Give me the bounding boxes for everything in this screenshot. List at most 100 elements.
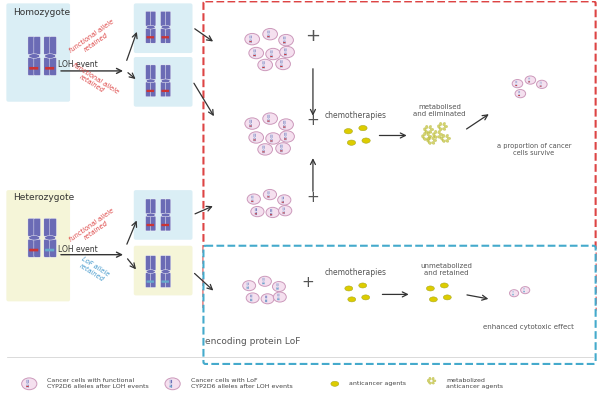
FancyBboxPatch shape <box>540 81 541 84</box>
Text: Cancer cells with LoF
CYP2D6 alleles after LOH events: Cancer cells with LoF CYP2D6 alleles aft… <box>191 378 292 389</box>
FancyBboxPatch shape <box>28 380 29 383</box>
FancyBboxPatch shape <box>267 119 269 122</box>
FancyBboxPatch shape <box>271 54 273 58</box>
FancyBboxPatch shape <box>145 199 151 214</box>
FancyBboxPatch shape <box>166 82 171 97</box>
FancyBboxPatch shape <box>161 90 169 92</box>
Ellipse shape <box>422 135 424 138</box>
Ellipse shape <box>444 125 448 128</box>
Ellipse shape <box>439 133 443 136</box>
FancyBboxPatch shape <box>283 212 284 213</box>
FancyBboxPatch shape <box>277 283 278 286</box>
Ellipse shape <box>423 137 426 141</box>
Text: metabolised
and eliminated: metabolised and eliminated <box>413 104 466 117</box>
FancyBboxPatch shape <box>277 287 278 290</box>
Ellipse shape <box>270 212 272 213</box>
FancyBboxPatch shape <box>268 119 270 122</box>
Ellipse shape <box>29 236 40 240</box>
FancyBboxPatch shape <box>28 239 35 257</box>
FancyBboxPatch shape <box>286 132 287 136</box>
FancyBboxPatch shape <box>160 273 166 288</box>
FancyBboxPatch shape <box>171 380 172 383</box>
FancyBboxPatch shape <box>267 121 269 122</box>
Ellipse shape <box>427 138 430 140</box>
FancyBboxPatch shape <box>151 82 156 97</box>
FancyBboxPatch shape <box>249 120 251 123</box>
FancyBboxPatch shape <box>7 190 70 301</box>
FancyBboxPatch shape <box>45 67 54 70</box>
Ellipse shape <box>437 136 441 138</box>
FancyBboxPatch shape <box>512 294 514 295</box>
FancyBboxPatch shape <box>166 273 171 288</box>
Ellipse shape <box>433 133 435 136</box>
FancyBboxPatch shape <box>28 37 35 55</box>
FancyBboxPatch shape <box>134 190 193 240</box>
FancyBboxPatch shape <box>270 139 272 142</box>
FancyBboxPatch shape <box>251 124 252 127</box>
FancyBboxPatch shape <box>283 42 286 43</box>
FancyBboxPatch shape <box>283 36 284 40</box>
Ellipse shape <box>253 53 256 54</box>
Ellipse shape <box>262 149 265 150</box>
FancyBboxPatch shape <box>28 57 35 76</box>
FancyBboxPatch shape <box>255 212 256 215</box>
FancyBboxPatch shape <box>519 91 520 93</box>
FancyBboxPatch shape <box>145 256 151 271</box>
Ellipse shape <box>263 113 277 124</box>
FancyBboxPatch shape <box>280 149 281 152</box>
Ellipse shape <box>428 142 431 144</box>
Ellipse shape <box>263 190 277 200</box>
FancyBboxPatch shape <box>528 81 530 82</box>
Ellipse shape <box>362 295 370 300</box>
FancyBboxPatch shape <box>270 134 272 138</box>
FancyBboxPatch shape <box>283 125 284 129</box>
FancyBboxPatch shape <box>251 298 253 301</box>
Text: LOH event: LOH event <box>58 60 98 69</box>
FancyBboxPatch shape <box>280 144 281 148</box>
FancyBboxPatch shape <box>512 293 513 296</box>
FancyBboxPatch shape <box>34 239 41 257</box>
FancyBboxPatch shape <box>284 48 286 52</box>
Ellipse shape <box>280 131 295 142</box>
Ellipse shape <box>445 139 449 142</box>
Ellipse shape <box>276 143 290 154</box>
Ellipse shape <box>437 125 440 128</box>
FancyBboxPatch shape <box>267 30 269 34</box>
Ellipse shape <box>280 46 295 58</box>
FancyBboxPatch shape <box>151 216 156 231</box>
FancyBboxPatch shape <box>281 60 283 63</box>
Ellipse shape <box>440 137 443 140</box>
FancyBboxPatch shape <box>268 115 270 118</box>
Ellipse shape <box>427 132 430 136</box>
FancyBboxPatch shape <box>251 294 253 298</box>
Ellipse shape <box>536 80 547 88</box>
FancyBboxPatch shape <box>284 137 286 140</box>
FancyBboxPatch shape <box>160 82 166 97</box>
Ellipse shape <box>425 125 428 129</box>
Ellipse shape <box>432 136 434 139</box>
Ellipse shape <box>428 136 431 140</box>
Ellipse shape <box>447 137 451 140</box>
Text: metabolized
anticancer agents: metabolized anticancer agents <box>446 378 503 389</box>
Text: functional allele
retained: functional allele retained <box>68 19 119 60</box>
Ellipse shape <box>258 144 272 155</box>
Ellipse shape <box>278 195 291 205</box>
Ellipse shape <box>277 297 280 298</box>
Ellipse shape <box>442 134 445 138</box>
FancyBboxPatch shape <box>28 218 35 237</box>
Ellipse shape <box>439 127 442 131</box>
Ellipse shape <box>146 79 155 83</box>
FancyBboxPatch shape <box>283 207 284 210</box>
FancyBboxPatch shape <box>253 49 254 53</box>
Ellipse shape <box>284 51 287 53</box>
FancyBboxPatch shape <box>515 85 517 86</box>
FancyBboxPatch shape <box>161 36 169 39</box>
Ellipse shape <box>438 130 440 134</box>
FancyBboxPatch shape <box>28 384 29 388</box>
Ellipse shape <box>515 90 526 98</box>
FancyBboxPatch shape <box>268 191 269 194</box>
FancyBboxPatch shape <box>250 41 251 42</box>
Ellipse shape <box>245 34 260 45</box>
FancyBboxPatch shape <box>253 53 254 57</box>
FancyBboxPatch shape <box>146 281 154 283</box>
